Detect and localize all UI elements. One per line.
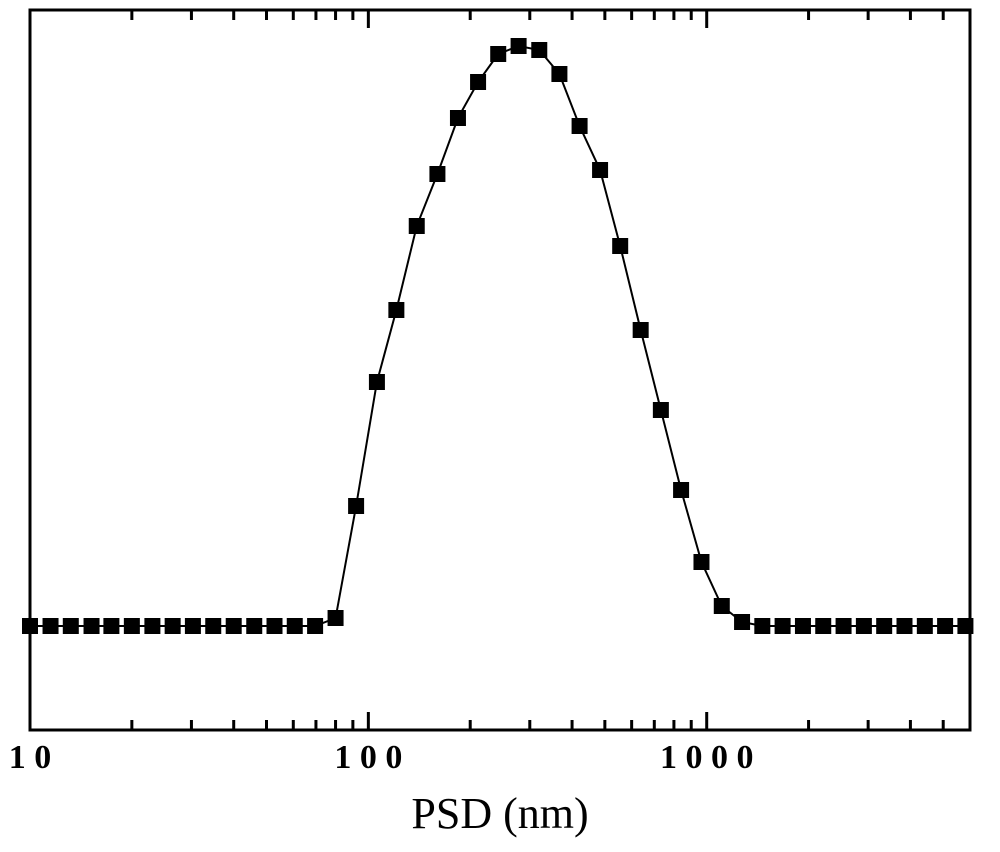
x-tick-label: 1 0 [9,739,52,776]
series-marker [876,618,892,634]
series-marker [531,42,547,58]
series-marker [144,618,160,634]
series-marker [409,218,425,234]
chart-svg: 1 0 1 0 0 1 0 0 0 PSD (nm) [0,0,1000,852]
series-marker [754,618,770,634]
series-marker [653,402,669,418]
series-marker [124,618,140,634]
series-marker [267,618,283,634]
series-marker [43,618,59,634]
x-tick-label: 1 0 0 0 [660,739,754,776]
series-marker [896,618,912,634]
series-marker [205,618,221,634]
psd-chart: 1 0 1 0 0 1 0 0 0 PSD (nm) [0,0,1000,852]
series-marker [287,618,303,634]
x-tick-label: 1 0 0 [334,739,402,776]
series-marker [815,618,831,634]
series-marker [388,302,404,318]
series-marker [84,618,100,634]
series-marker [633,322,649,338]
series-marker [22,618,38,634]
series-marker [673,482,689,498]
series-marker [937,618,953,634]
series-marker [490,46,506,62]
x-axis-label: PSD (nm) [411,789,588,838]
series-marker [957,618,973,634]
series-marker [307,618,323,634]
series-marker [775,618,791,634]
series-marker [348,498,364,514]
series-marker [429,166,445,182]
series-marker [165,618,181,634]
series-marker [836,618,852,634]
series-marker [328,610,344,626]
series-marker [103,618,119,634]
series-marker [551,66,567,82]
series-marker [592,162,608,178]
series-marker [369,374,385,390]
series-marker [917,618,933,634]
series-marker [795,618,811,634]
series-marker [572,118,588,134]
series-marker [226,618,242,634]
series-marker [185,618,201,634]
series-marker [246,618,262,634]
series-marker [612,238,628,254]
series-marker [693,554,709,570]
series-marker [856,618,872,634]
series-marker [511,38,527,54]
series-marker [63,618,79,634]
series-marker [734,614,750,630]
series-marker [450,110,466,126]
series-marker [470,74,486,90]
series-marker [714,598,730,614]
